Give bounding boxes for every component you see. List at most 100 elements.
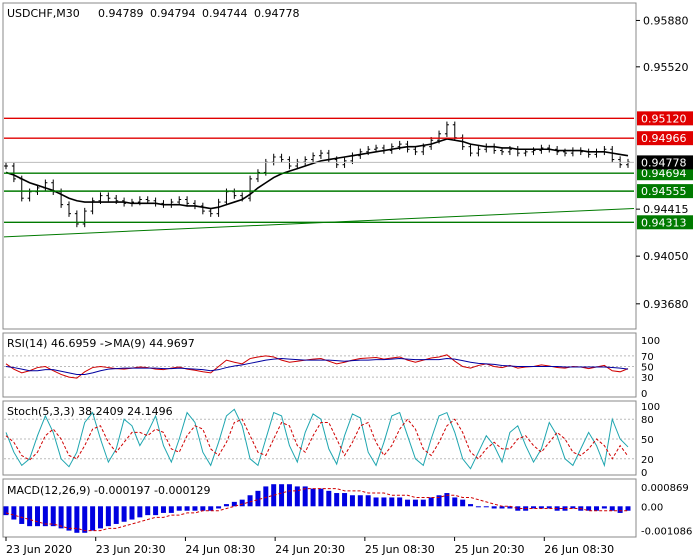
macd-bar (468, 504, 474, 507)
macd-bar (491, 506, 497, 509)
level-tag (637, 215, 693, 230)
macd-bar (58, 506, 64, 529)
symbol-header: USDCHF,M30 (7, 7, 80, 20)
level-label: 0.94313 (641, 216, 687, 229)
macd-bar (176, 506, 182, 511)
macd-bar (66, 506, 72, 531)
rsi-tick-label: 30 (641, 373, 654, 384)
macd-bar (90, 506, 96, 531)
macd-bar (475, 506, 481, 508)
level-tag (637, 131, 693, 146)
macd-bar (357, 495, 363, 507)
stoch-main-line (5, 408, 629, 470)
macd-bar (594, 506, 600, 511)
macd-bar (601, 506, 607, 509)
rsi-tick-label: 70 (641, 352, 654, 363)
macd-bar (223, 504, 229, 507)
macd-bar (145, 506, 151, 516)
macd-bar (271, 484, 277, 507)
stoch-tick-label: 50 (641, 435, 654, 446)
macd-bar (507, 506, 513, 509)
macd-bar (318, 488, 324, 507)
level-label: 0.94966 (641, 132, 687, 145)
level-label: 0.94555 (641, 185, 687, 198)
ohlc-high: 0.94794 (150, 7, 196, 20)
macd-bar (97, 506, 103, 529)
macd-bar (279, 484, 285, 507)
rsi-line (5, 354, 629, 379)
rsi-tick-label: 100 (641, 336, 660, 347)
stoch-label: Stoch(5,3,3) 38.2409 24.1496 (7, 405, 173, 418)
macd-bar (381, 497, 387, 507)
level-tag (637, 111, 693, 126)
macd-bar (444, 493, 450, 507)
macd-bar (405, 499, 411, 507)
macd-bar (460, 499, 466, 507)
level-label: 0.94694 (641, 167, 687, 180)
macd-bar (617, 506, 623, 513)
macd-bar (153, 506, 159, 516)
ohlc-close: 0.94778 (254, 7, 300, 20)
time-label: 23 Jun 20:30 (96, 543, 166, 556)
stoch-panel-frame (2, 400, 637, 476)
macd-bar (231, 501, 237, 507)
macd-bar (302, 486, 308, 507)
macd-bar (137, 506, 143, 518)
time-label: 23 Jun 2020 (6, 543, 72, 556)
macd-signal-line (5, 488, 628, 532)
macd-bar (334, 493, 340, 507)
macd-bar (294, 486, 300, 507)
macd-bar (412, 499, 418, 507)
stoch-tick-label: 20 (641, 455, 654, 466)
level-label: 0.95120 (641, 112, 687, 125)
macd-bar (255, 490, 261, 507)
macd-bar (586, 506, 592, 511)
time-label: 24 Jun 08:30 (185, 543, 255, 556)
macd-bar (499, 506, 505, 509)
price-tick-label: 0.95880 (643, 14, 689, 27)
macd-bar (160, 506, 166, 513)
current-price-label: 0.94778 (641, 156, 687, 169)
ohlc-low: 0.94744 (202, 7, 248, 20)
stoch-signal-line (5, 418, 629, 461)
macd-bar (82, 506, 88, 533)
macd-bar (121, 506, 127, 522)
rsi-tick-label: 0 (641, 389, 647, 400)
level-tag (637, 184, 693, 199)
macd-tick-label: 0.000869 (641, 483, 689, 494)
time-label: 26 Jun 08:30 (544, 543, 614, 556)
time-label: 25 Jun 20:30 (455, 543, 525, 556)
macd-bar (310, 488, 316, 507)
macd-bar (208, 506, 214, 511)
macd-bar (74, 506, 80, 533)
macd-bar (247, 495, 253, 507)
levels-layer: 0.95120 0.94966 0.94694 0.94555 0.94313 0.947… (4, 111, 693, 230)
price-tick-label: 0.94415 (643, 203, 689, 216)
macd-bar (452, 497, 458, 507)
macd-bar (420, 499, 426, 507)
macd-label: MACD(12,26,9) -0.000197 -0.000129 (7, 484, 210, 497)
macd-bar (483, 506, 489, 508)
stoch-tick-label: 0 (641, 468, 647, 479)
macd-bar (286, 484, 292, 507)
stoch-layer: 100 80 50 20 0 (4, 402, 660, 479)
macd-bar (19, 506, 25, 524)
macd-bar (50, 506, 56, 527)
macd-tick-label: 0.00 (641, 502, 663, 513)
macd-bar (531, 506, 537, 509)
macd-bar (609, 506, 615, 511)
macd-bar (625, 506, 631, 511)
macd-bar (216, 506, 222, 509)
price-tick-label: 0.94050 (643, 250, 689, 263)
macd-bar (27, 506, 33, 527)
axis-layer: 0.95880 0.95520 0.94415 0.94050 0.93680 23 Ju… (5, 14, 689, 556)
stoch-tick-label: 80 (641, 415, 654, 426)
time-label: 25 Jun 08:30 (365, 543, 435, 556)
macd-bar (184, 506, 190, 511)
current-price-tag (637, 155, 693, 170)
price-tick-label: 0.93680 (643, 298, 689, 311)
macd-bar (42, 506, 48, 527)
macd-bar (192, 506, 198, 511)
